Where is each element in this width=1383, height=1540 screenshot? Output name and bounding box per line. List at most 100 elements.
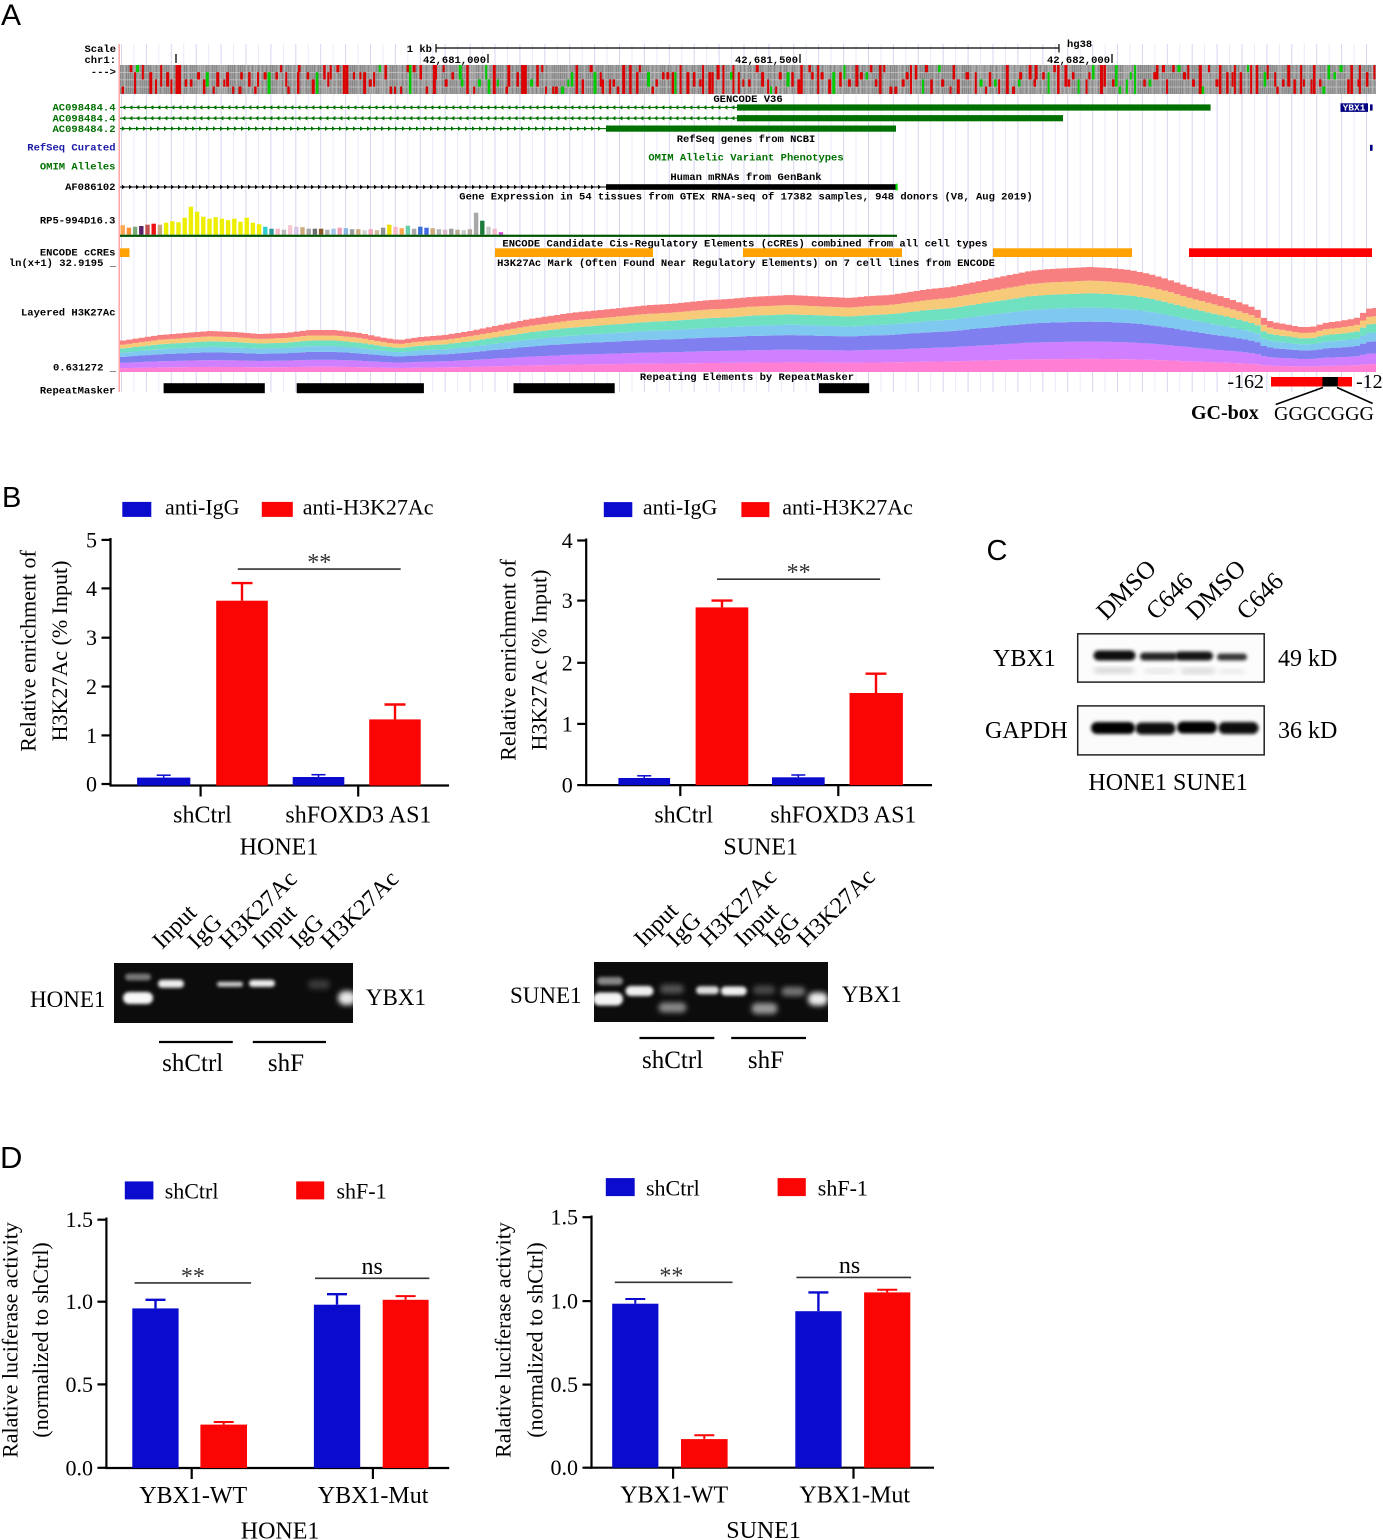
svg-text:YBX1: YBX1 bbox=[842, 982, 902, 1007]
svg-text:ln(x+1) 32.9195 _: ln(x+1) 32.9195 _ bbox=[9, 258, 117, 270]
svg-text:B: B bbox=[2, 482, 21, 514]
svg-text:anti-IgG: anti-IgG bbox=[643, 495, 718, 520]
svg-text:GGGCGGG: GGGCGGG bbox=[1274, 403, 1374, 425]
svg-text:Layered H3K27Ac: Layered H3K27Ac bbox=[21, 308, 116, 320]
svg-text:0: 0 bbox=[86, 772, 97, 797]
svg-text:YBX1-WT: YBX1-WT bbox=[620, 1483, 728, 1509]
svg-text:Ralative luciferase activity: Ralative luciferase activity bbox=[491, 1222, 516, 1458]
svg-text:(normalized to shCtrl): (normalized to shCtrl) bbox=[523, 1242, 548, 1438]
svg-text:**: ** bbox=[181, 1264, 205, 1290]
svg-text:0.631272 _: 0.631272 _ bbox=[53, 363, 117, 375]
svg-text:chr1:: chr1: bbox=[84, 55, 116, 67]
svg-text:1 kb: 1 kb bbox=[407, 44, 432, 56]
svg-text:shCtrl: shCtrl bbox=[162, 1050, 223, 1077]
svg-text:1: 1 bbox=[86, 723, 97, 748]
svg-text:AC098484.2: AC098484.2 bbox=[52, 124, 115, 136]
svg-text:36 kD: 36 kD bbox=[1278, 718, 1337, 744]
svg-text:YBX1: YBX1 bbox=[366, 985, 426, 1010]
svg-text:-162: -162 bbox=[1227, 371, 1264, 393]
svg-text:SUNE1: SUNE1 bbox=[723, 835, 798, 861]
svg-text:ns: ns bbox=[839, 1253, 860, 1279]
svg-text:hg38: hg38 bbox=[1067, 39, 1092, 51]
svg-text:42,681,000: 42,681,000 bbox=[423, 55, 486, 67]
svg-text:RP5-994D16.3: RP5-994D16.3 bbox=[40, 216, 116, 228]
svg-text:42,682,000: 42,682,000 bbox=[1047, 55, 1110, 67]
svg-text:Gene Expression in 54 tissues: Gene Expression in 54 tissues from GTEx … bbox=[459, 192, 1032, 204]
svg-text:HONE1: HONE1 bbox=[30, 987, 105, 1012]
svg-text:RefSeq Curated: RefSeq Curated bbox=[27, 143, 115, 155]
svg-text:shF-1: shF-1 bbox=[818, 1176, 868, 1201]
svg-text:shF: shF bbox=[268, 1050, 304, 1077]
svg-text:YBX1: YBX1 bbox=[1343, 103, 1366, 114]
svg-text:shFOXD3 AS1: shFOXD3 AS1 bbox=[285, 803, 431, 829]
svg-text:OMIM Allelic Variant Phenotype: OMIM Allelic Variant Phenotypes bbox=[648, 152, 843, 164]
svg-text:RepeatMasker: RepeatMasker bbox=[40, 386, 116, 398]
svg-text:OMIM Alleles: OMIM Alleles bbox=[40, 161, 116, 173]
svg-text:ns: ns bbox=[362, 1254, 383, 1280]
svg-text:D: D bbox=[0, 1140, 22, 1175]
svg-text:0.0: 0.0 bbox=[551, 1455, 579, 1480]
svg-text:AC098484.4: AC098484.4 bbox=[52, 103, 115, 115]
svg-text:GAPDH: GAPDH bbox=[985, 718, 1068, 744]
svg-text:anti-H3K27Ac: anti-H3K27Ac bbox=[782, 495, 913, 520]
svg-text:YBX1-Mut: YBX1-Mut bbox=[799, 1483, 910, 1509]
svg-text:anti-IgG: anti-IgG bbox=[165, 495, 240, 520]
svg-text:C: C bbox=[987, 535, 1008, 567]
svg-text:**: ** bbox=[659, 1264, 683, 1290]
svg-text:shCtrl: shCtrl bbox=[642, 1047, 703, 1074]
svg-text:1.5: 1.5 bbox=[551, 1205, 579, 1230]
svg-text:SUNE1: SUNE1 bbox=[510, 983, 582, 1008]
svg-text:shCtrl: shCtrl bbox=[173, 803, 232, 829]
svg-text:-12: -12 bbox=[1356, 371, 1383, 393]
svg-text:0.5: 0.5 bbox=[551, 1372, 579, 1397]
svg-text:shF: shF bbox=[748, 1047, 784, 1074]
svg-text:YBX1-Mut: YBX1-Mut bbox=[318, 1483, 429, 1509]
svg-text:SUNE1: SUNE1 bbox=[726, 1518, 801, 1540]
svg-text:0.5: 0.5 bbox=[66, 1372, 94, 1397]
svg-text:RefSeq genes from NCBI: RefSeq genes from NCBI bbox=[677, 134, 816, 146]
svg-text:YBX1: YBX1 bbox=[993, 646, 1056, 672]
svg-text:5: 5 bbox=[86, 527, 97, 552]
svg-text:HONE1 SUNE1: HONE1 SUNE1 bbox=[1088, 770, 1247, 796]
svg-text:--->: ---> bbox=[91, 67, 116, 79]
svg-text:42,681,500: 42,681,500 bbox=[735, 55, 798, 67]
svg-text:Ralative luciferase activity: Ralative luciferase activity bbox=[0, 1222, 23, 1458]
svg-text:shCtrl: shCtrl bbox=[646, 1176, 700, 1201]
svg-text:AC098484.4: AC098484.4 bbox=[52, 113, 115, 125]
svg-text:H3K27Ac Mark (Often Found Near: H3K27Ac Mark (Often Found Near Regulator… bbox=[497, 258, 995, 270]
svg-text:Relative enrichment of: Relative enrichment of bbox=[496, 559, 521, 761]
svg-text:Relative enrichment of: Relative enrichment of bbox=[16, 550, 41, 752]
svg-text:4: 4 bbox=[86, 576, 97, 601]
svg-text:GC-box: GC-box bbox=[1191, 402, 1259, 424]
svg-text:AF086102: AF086102 bbox=[65, 182, 115, 194]
svg-text:GENCODE V36: GENCODE V36 bbox=[713, 94, 782, 106]
svg-text:HONE1: HONE1 bbox=[241, 1519, 320, 1540]
svg-text:Repeating Elements by RepeatMa: Repeating Elements by RepeatMasker bbox=[640, 372, 854, 384]
svg-text:Scale: Scale bbox=[84, 44, 116, 56]
svg-text:3: 3 bbox=[562, 588, 573, 613]
svg-text:ENCODE cCREs: ENCODE cCREs bbox=[40, 248, 116, 260]
svg-text:shF-1: shF-1 bbox=[337, 1179, 387, 1204]
svg-text:4: 4 bbox=[562, 528, 573, 553]
svg-text:H3K27Ac (% Input): H3K27Ac (% Input) bbox=[47, 561, 72, 742]
svg-text:ENCODE Candidate Cis-Regulator: ENCODE Candidate Cis-Regulatory Elements… bbox=[502, 239, 987, 251]
svg-text:49 kD: 49 kD bbox=[1278, 646, 1337, 672]
svg-text:**: ** bbox=[787, 560, 811, 586]
svg-text:HONE1: HONE1 bbox=[240, 835, 319, 861]
svg-text:**: ** bbox=[307, 550, 331, 576]
svg-text:2: 2 bbox=[86, 674, 97, 699]
svg-text:1.5: 1.5 bbox=[66, 1207, 94, 1232]
svg-text:anti-H3K27Ac: anti-H3K27Ac bbox=[303, 495, 434, 520]
svg-text:1.0: 1.0 bbox=[551, 1289, 579, 1314]
svg-text:3: 3 bbox=[86, 625, 97, 650]
svg-text:(normalized to shCtrl): (normalized to shCtrl) bbox=[28, 1242, 53, 1438]
svg-text:0.0: 0.0 bbox=[66, 1455, 94, 1480]
svg-text:Human mRNAs from GenBank: Human mRNAs from GenBank bbox=[670, 172, 821, 184]
svg-text:0: 0 bbox=[562, 773, 573, 798]
svg-text:YBX1-WT: YBX1-WT bbox=[139, 1483, 247, 1509]
svg-text:shCtrl: shCtrl bbox=[165, 1179, 219, 1204]
svg-text:shFOXD3 AS1: shFOXD3 AS1 bbox=[770, 803, 916, 829]
svg-text:A: A bbox=[1, 0, 21, 32]
svg-text:H3K27Ac (% Input): H3K27Ac (% Input) bbox=[527, 570, 552, 751]
svg-text:shCtrl: shCtrl bbox=[654, 803, 713, 829]
